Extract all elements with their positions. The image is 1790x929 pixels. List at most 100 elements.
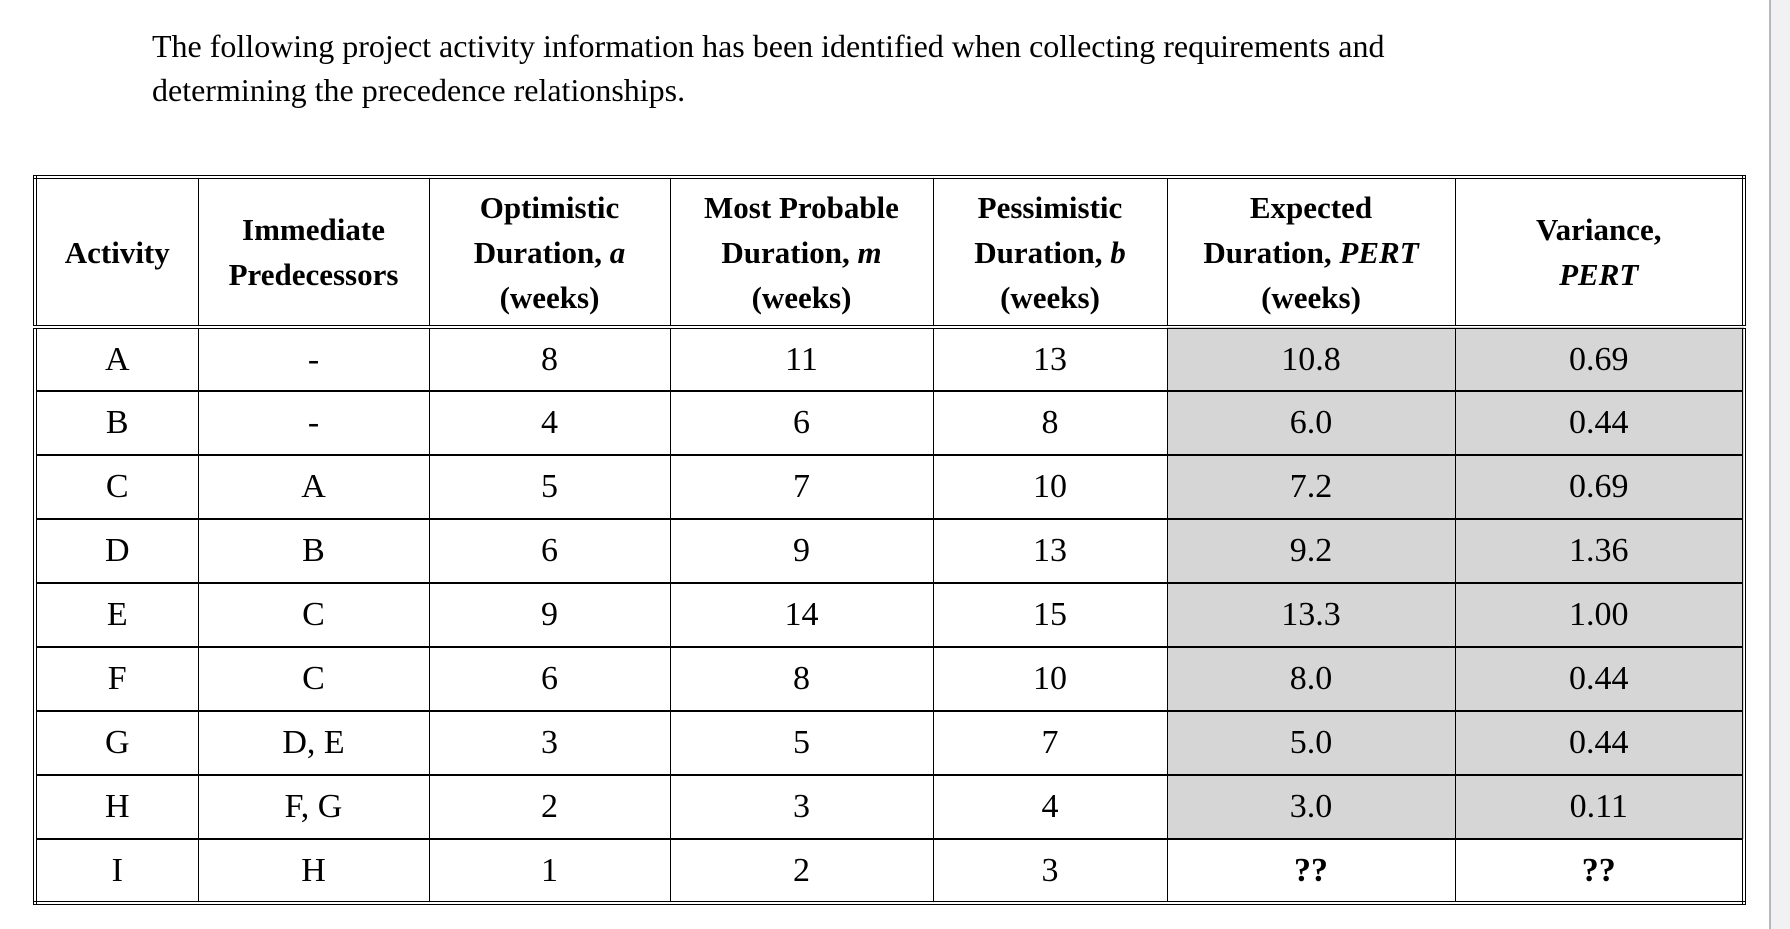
cell-predecessors: C	[197, 582, 430, 648]
intro-line-2: determining the precedence relationships…	[152, 72, 686, 108]
cell-most-probable: 3	[669, 774, 934, 840]
cell-predecessors: F, G	[197, 774, 430, 840]
cell-most-probable: 7	[669, 454, 934, 520]
header-text: Duration,	[473, 234, 610, 270]
cell-predecessors: A	[197, 454, 430, 520]
cell-variance-pert: 1.36	[1454, 518, 1745, 584]
header-line: Duration, b	[934, 230, 1167, 275]
cell-activity: I	[34, 838, 199, 904]
cell-expected-pert: 13.3	[1166, 582, 1456, 648]
cell-optimistic: 4	[428, 390, 671, 456]
cell-optimistic: 8	[428, 326, 671, 392]
table-row-g: G D, E 3 5 7 5.0 0.44	[34, 710, 1745, 776]
cell-optimistic: 9	[428, 582, 671, 648]
cell-most-probable: 8	[669, 646, 934, 712]
scrollbar-track[interactable]	[1769, 0, 1790, 929]
cell-pessimistic: 10	[932, 646, 1168, 712]
header-text: Duration,	[1203, 234, 1340, 270]
cell-pessimistic: 13	[932, 326, 1168, 392]
cell-optimistic: 2	[428, 774, 671, 840]
cell-expected-pert: 6.0	[1166, 390, 1456, 456]
table-row-b: B -4 6 8 6.0 0.44	[34, 390, 1745, 456]
cell-expected-pert: 10.8	[1166, 326, 1456, 392]
cell-activity: G	[34, 710, 199, 776]
intro-line-1: The following project activity informati…	[152, 28, 1385, 64]
cell-predecessors: H	[197, 838, 430, 904]
cell-activity: E	[34, 582, 199, 648]
cell-expected-pert: 8.0	[1166, 646, 1456, 712]
cell-activity: D	[34, 518, 199, 584]
cell-predecessors: B	[197, 518, 430, 584]
cell-most-probable: 2	[669, 838, 934, 904]
header-line: Most Probable	[704, 189, 899, 225]
header-line: Predecessors	[228, 257, 399, 292]
cell-variance-pert: 1.00	[1454, 582, 1745, 648]
cell-most-probable: 11	[669, 326, 934, 392]
col-header-most-probable-duration: Most Probable Duration, m (weeks)	[669, 176, 934, 329]
cell-variance-pert: 0.44	[1454, 390, 1745, 456]
table-row-f: F C 6 8 10 8.0 0.44	[34, 646, 1745, 712]
cell-activity: A	[34, 326, 199, 392]
intro-paragraph: The following project activity informati…	[152, 24, 1572, 112]
header-line: Variance,	[1536, 212, 1662, 247]
cell-variance-pert: 0.69	[1454, 326, 1745, 392]
header-symbol-pert: PERT	[1559, 257, 1639, 292]
cell-activity: H	[34, 774, 199, 840]
header-line: (weeks)	[499, 279, 600, 315]
activity-table: Activity Immediate Predecessors Optimist…	[33, 175, 1746, 905]
cell-optimistic: 6	[428, 518, 671, 584]
header-text: Duration,	[721, 234, 858, 270]
cell-predecessors: C	[197, 646, 430, 712]
cell-expected-pert: ??	[1166, 838, 1456, 904]
header-symbol-pert: PERT	[1339, 234, 1419, 270]
col-header-variance-pert: Variance, PERT	[1454, 176, 1745, 329]
col-header-immediate-predecessors: Immediate Predecessors	[197, 176, 430, 329]
cell-pessimistic: 10	[932, 454, 1168, 520]
table-row-i: I H 1 2 3????	[34, 838, 1745, 904]
cell-optimistic: 3	[428, 710, 671, 776]
cell-most-probable: 5	[669, 710, 934, 776]
header-line: Duration, m	[671, 230, 933, 275]
cell-pessimistic: 4	[932, 774, 1168, 840]
header-symbol-b: b	[1110, 234, 1126, 270]
header-line: Duration, PERT	[1168, 230, 1455, 275]
cell-predecessors: -	[197, 326, 430, 392]
header-text: Duration,	[974, 234, 1111, 270]
cell-optimistic: 5	[428, 454, 671, 520]
cell-variance-pert: 0.44	[1454, 646, 1745, 712]
cell-most-probable: 6	[669, 390, 934, 456]
header-symbol-m: m	[857, 234, 882, 270]
cell-expected-pert: 5.0	[1166, 710, 1456, 776]
header-line: (weeks)	[1261, 279, 1361, 315]
cell-expected-pert: 9.2	[1166, 518, 1456, 584]
cell-pessimistic: 15	[932, 582, 1168, 648]
cell-optimistic: 6	[428, 646, 671, 712]
table-row-e: E C 9 14 15 13.3 1.00	[34, 582, 1745, 648]
header-line: Immediate	[242, 212, 385, 247]
cell-most-probable: 14	[669, 582, 934, 648]
table-row-d: D B 6 9 13 9.2 1.36	[34, 518, 1745, 584]
table-header-row: Activity Immediate Predecessors Optimist…	[34, 176, 1745, 329]
header-line: (weeks)	[751, 279, 852, 315]
table-row-c: C A 5 7 10 7.2 0.69	[34, 454, 1745, 520]
cell-variance-pert: ??	[1454, 838, 1745, 904]
col-header-expected-duration-pert: Expected Duration, PERT (weeks)	[1166, 176, 1456, 329]
header-line: Duration, a	[430, 230, 670, 275]
header-symbol-a: a	[609, 234, 626, 270]
cell-variance-pert: 0.11	[1454, 774, 1745, 840]
cell-most-probable: 9	[669, 518, 934, 584]
cell-activity: C	[34, 454, 199, 520]
cell-predecessors: -	[197, 390, 430, 456]
cell-pessimistic: 8	[932, 390, 1168, 456]
col-header-activity: Activity	[34, 176, 199, 329]
cell-pessimistic: 13	[932, 518, 1168, 584]
table-row-a: A -8 11 13 10.8 0.69	[34, 326, 1745, 392]
header-line: Activity	[64, 234, 170, 270]
cell-activity: B	[34, 390, 199, 456]
col-header-pessimistic-duration: Pessimistic Duration, b (weeks)	[932, 176, 1168, 329]
cell-variance-pert: 0.44	[1454, 710, 1745, 776]
cell-optimistic: 1	[428, 838, 671, 904]
cell-activity: F	[34, 646, 199, 712]
table-row-h: H F, G 2 3 4 3.0 0.11	[34, 774, 1745, 840]
